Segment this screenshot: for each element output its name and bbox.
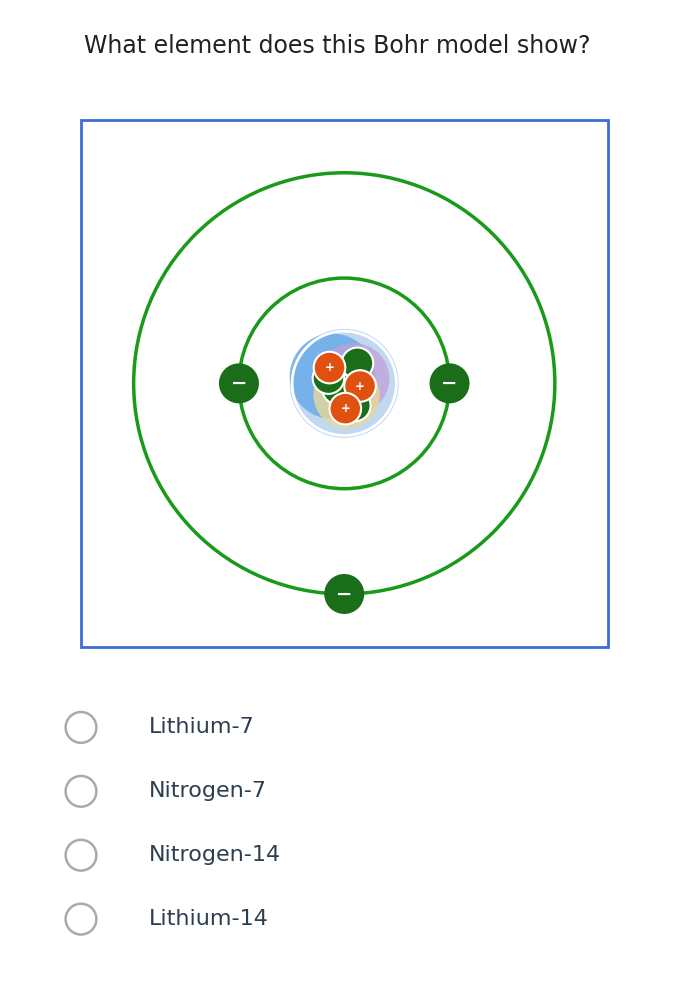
Text: −: − <box>336 585 352 604</box>
Circle shape <box>344 371 376 402</box>
Circle shape <box>324 574 365 614</box>
FancyBboxPatch shape <box>81 120 608 647</box>
Text: −: − <box>231 374 247 393</box>
Text: Nitrogen-7: Nitrogen-7 <box>148 781 267 801</box>
Circle shape <box>219 364 259 403</box>
Circle shape <box>429 364 470 403</box>
Text: What element does this Bohr model show?: What element does this Bohr model show? <box>84 34 591 58</box>
Circle shape <box>339 389 371 422</box>
Circle shape <box>313 362 380 429</box>
Text: Lithium-14: Lithium-14 <box>148 909 269 929</box>
Text: +: + <box>340 402 350 415</box>
Circle shape <box>342 348 373 379</box>
Text: +: + <box>355 379 365 392</box>
Circle shape <box>329 393 361 425</box>
Text: Lithium-7: Lithium-7 <box>148 718 254 737</box>
Circle shape <box>322 373 354 404</box>
Circle shape <box>318 343 389 414</box>
Text: Nitrogen-14: Nitrogen-14 <box>148 845 281 865</box>
Circle shape <box>290 333 375 419</box>
Circle shape <box>313 363 344 394</box>
Circle shape <box>314 352 346 383</box>
Text: −: − <box>441 374 458 393</box>
Text: +: + <box>325 361 334 375</box>
Circle shape <box>290 329 399 437</box>
